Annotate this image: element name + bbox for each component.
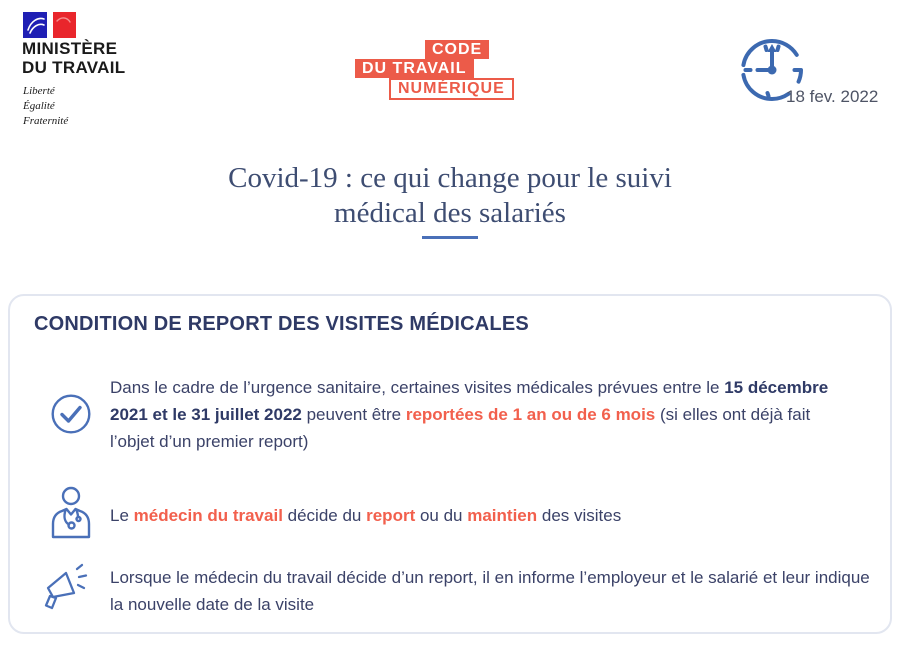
logo-line-code: CODE (425, 40, 490, 59)
logo-line-numerique: NUMÉRIQUE (389, 78, 514, 100)
ministry-name-line1: MINISTÈRE (22, 39, 118, 58)
text-segment: décide du (282, 506, 367, 525)
text-segment: report (366, 506, 416, 525)
text-segment: Dans le cadre de l’urgence sanitaire, ce… (110, 378, 725, 397)
motto-line: Égalité (23, 100, 55, 112)
title-underline (422, 236, 478, 239)
conditions-card: CONDITION DE REPORT DES VISITES MÉDICALE… (8, 294, 892, 634)
bullet-doctor-decision: Le médecin du travail décide du report o… (110, 502, 855, 529)
megaphone-icon (36, 562, 88, 617)
text-segment: des visites (537, 506, 622, 525)
text-segment: (si elles ont déjà fait l’objet d’un pre… (110, 405, 811, 451)
clock-icon (736, 34, 809, 112)
page-title: Covid-19 : ce qui change pour le suivi m… (0, 161, 900, 231)
text-segment: peuvent être (301, 405, 406, 424)
text-segment: Lorsque le médecin du travail décide d’u… (110, 568, 870, 614)
ministry-motto: Liberté Égalité Fraternité (23, 84, 68, 129)
text-segment: 15 décembre 2021 et le 31 juillet 2022 (110, 378, 829, 424)
ministry-name: MINISTÈRE DU TRAVAIL (22, 39, 125, 77)
text-segment: maintien (467, 506, 538, 525)
ministry-name-line2: DU TRAVAIL (22, 58, 126, 77)
french-flag-icon (23, 12, 76, 43)
page-title-line1: Covid-19 : ce qui change pour le suivi (228, 162, 672, 194)
text-segment: reportées de 1 an ou de 6 mois (405, 405, 656, 424)
page-title-line2: médical des salariés (334, 197, 566, 229)
bullet-report-conditions: Dans le cadre de l’urgence sanitaire, ce… (110, 374, 855, 455)
bullet-report-notification: Lorsque le médecin du travail décide d’u… (110, 564, 880, 618)
text-segment: ou du (415, 506, 468, 525)
motto-line: Liberté (23, 85, 55, 97)
check-circle-icon (50, 393, 92, 440)
text-segment: médecin du travail (133, 506, 283, 525)
motto-line: Fraternité (23, 115, 69, 127)
text-segment: Le (110, 506, 134, 525)
card-heading: CONDITION DE REPORT DES VISITES MÉDICALE… (34, 313, 529, 335)
date-label: 18 fev. 2022 (786, 87, 879, 106)
logo-line-du-travail: DU TRAVAIL (355, 59, 474, 78)
doctor-icon (48, 485, 94, 544)
